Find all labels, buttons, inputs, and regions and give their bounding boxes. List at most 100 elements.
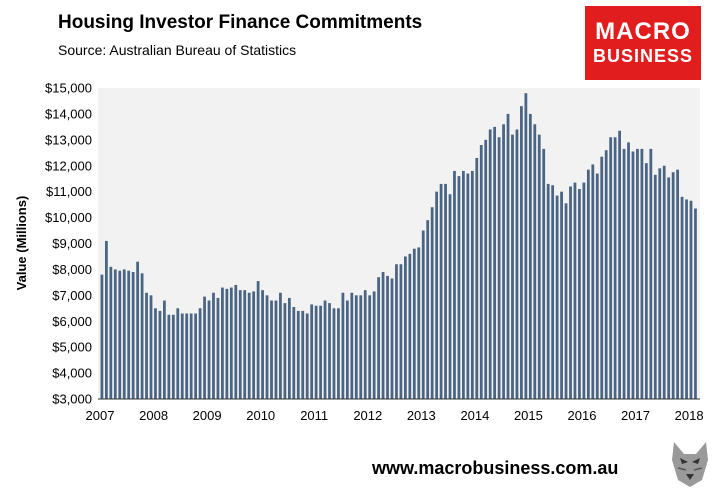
- y-tick-label: $13,000: [45, 132, 92, 147]
- bar-56: [350, 292, 354, 399]
- bar-47: [310, 304, 314, 399]
- y-tick-label: $15,000: [45, 81, 92, 96]
- bar-74: [430, 207, 434, 399]
- bar-76: [439, 183, 443, 399]
- bar-93: [515, 129, 519, 399]
- bar-41: [283, 303, 287, 399]
- bar-63: [381, 272, 385, 399]
- bar-96: [528, 113, 532, 400]
- bar-21: [194, 313, 198, 399]
- bar-29: [229, 287, 233, 399]
- bar-130: [680, 196, 684, 399]
- bar-129: [676, 169, 679, 399]
- bar-15: [167, 314, 171, 399]
- bar-113: [604, 150, 608, 399]
- bar-124: [653, 174, 657, 399]
- bar-11: [149, 295, 153, 399]
- bar-120: [636, 148, 639, 399]
- y-tick-label: $7,000: [52, 288, 92, 303]
- bar-73: [426, 220, 430, 399]
- bar-43: [292, 307, 296, 399]
- bar-60: [368, 295, 372, 399]
- footer-url: www.macrobusiness.com.au: [372, 458, 619, 478]
- bar-40: [279, 292, 282, 399]
- bar-79: [453, 170, 456, 399]
- bar-84: [475, 157, 479, 399]
- bar-97: [533, 124, 537, 399]
- bar-39: [274, 300, 278, 399]
- bar-17: [176, 308, 180, 399]
- bar-58: [359, 295, 363, 399]
- bar-112: [600, 156, 604, 399]
- bar-7: [131, 272, 135, 399]
- bar-67: [399, 264, 403, 399]
- bar-19: [185, 313, 189, 399]
- x-tick-label: 2018: [675, 408, 704, 423]
- bar-45: [301, 310, 305, 399]
- bar-26: [216, 297, 220, 399]
- bar-132: [689, 200, 693, 399]
- bar-110: [591, 164, 595, 399]
- bar-98: [537, 134, 541, 399]
- bar-89: [497, 137, 501, 400]
- y-tick-label: $4,000: [52, 366, 92, 381]
- y-tick-label: $12,000: [45, 158, 92, 173]
- bar-59: [363, 290, 367, 399]
- bar-131: [685, 199, 688, 399]
- x-tick-label: 2015: [514, 408, 543, 423]
- bar-118: [627, 142, 630, 399]
- bar-0: [100, 274, 104, 399]
- x-tick-label: 2016: [568, 408, 597, 423]
- y-tick-label: $14,000: [45, 106, 92, 121]
- bar-62: [377, 277, 380, 399]
- bar-117: [622, 148, 626, 399]
- bar-25: [212, 292, 215, 399]
- bar-32: [243, 290, 247, 399]
- y-tick-label: $5,000: [52, 340, 92, 355]
- bar-81: [462, 170, 465, 399]
- bar-78: [448, 194, 452, 399]
- bar-series: [100, 93, 697, 400]
- bar-30: [234, 284, 238, 399]
- bar-95: [524, 93, 528, 400]
- bar-9: [140, 273, 144, 399]
- y-tick-label: $6,000: [52, 314, 92, 329]
- bar-24: [207, 300, 211, 399]
- bar-87: [488, 129, 492, 399]
- bar-114: [609, 137, 613, 400]
- x-tick-label: 2009: [193, 408, 222, 423]
- bar-31: [238, 290, 242, 399]
- bar-71: [417, 247, 421, 399]
- bar-65: [390, 278, 394, 399]
- bar-86: [484, 139, 488, 399]
- bar-36: [261, 290, 264, 399]
- bar-22: [198, 308, 202, 399]
- bar-108: [582, 182, 586, 399]
- bar-2: [109, 266, 113, 399]
- bar-42: [287, 297, 291, 399]
- y-tick-label: $9,000: [52, 236, 92, 251]
- logo-line-1: MACRO: [595, 18, 691, 45]
- bar-54: [341, 292, 345, 399]
- bar-102: [555, 195, 559, 399]
- bar-105: [569, 186, 572, 399]
- plot-area: [98, 88, 700, 399]
- bar-111: [595, 173, 599, 399]
- bar-127: [667, 177, 671, 399]
- bar-107: [578, 189, 581, 399]
- bar-75: [435, 191, 439, 399]
- y-tick-label: $10,000: [45, 210, 92, 225]
- bar-80: [457, 176, 461, 399]
- y-tick-label: $3,000: [52, 392, 92, 407]
- bar-18: [180, 313, 184, 399]
- bar-28: [225, 288, 229, 399]
- bar-106: [573, 182, 577, 399]
- bar-23: [203, 296, 206, 399]
- bar-13: [158, 310, 162, 399]
- bar-53: [337, 308, 340, 399]
- bar-14: [163, 300, 166, 399]
- bar-88: [493, 126, 497, 400]
- bar-99: [542, 148, 546, 399]
- bar-123: [649, 148, 653, 399]
- bar-82: [466, 173, 470, 399]
